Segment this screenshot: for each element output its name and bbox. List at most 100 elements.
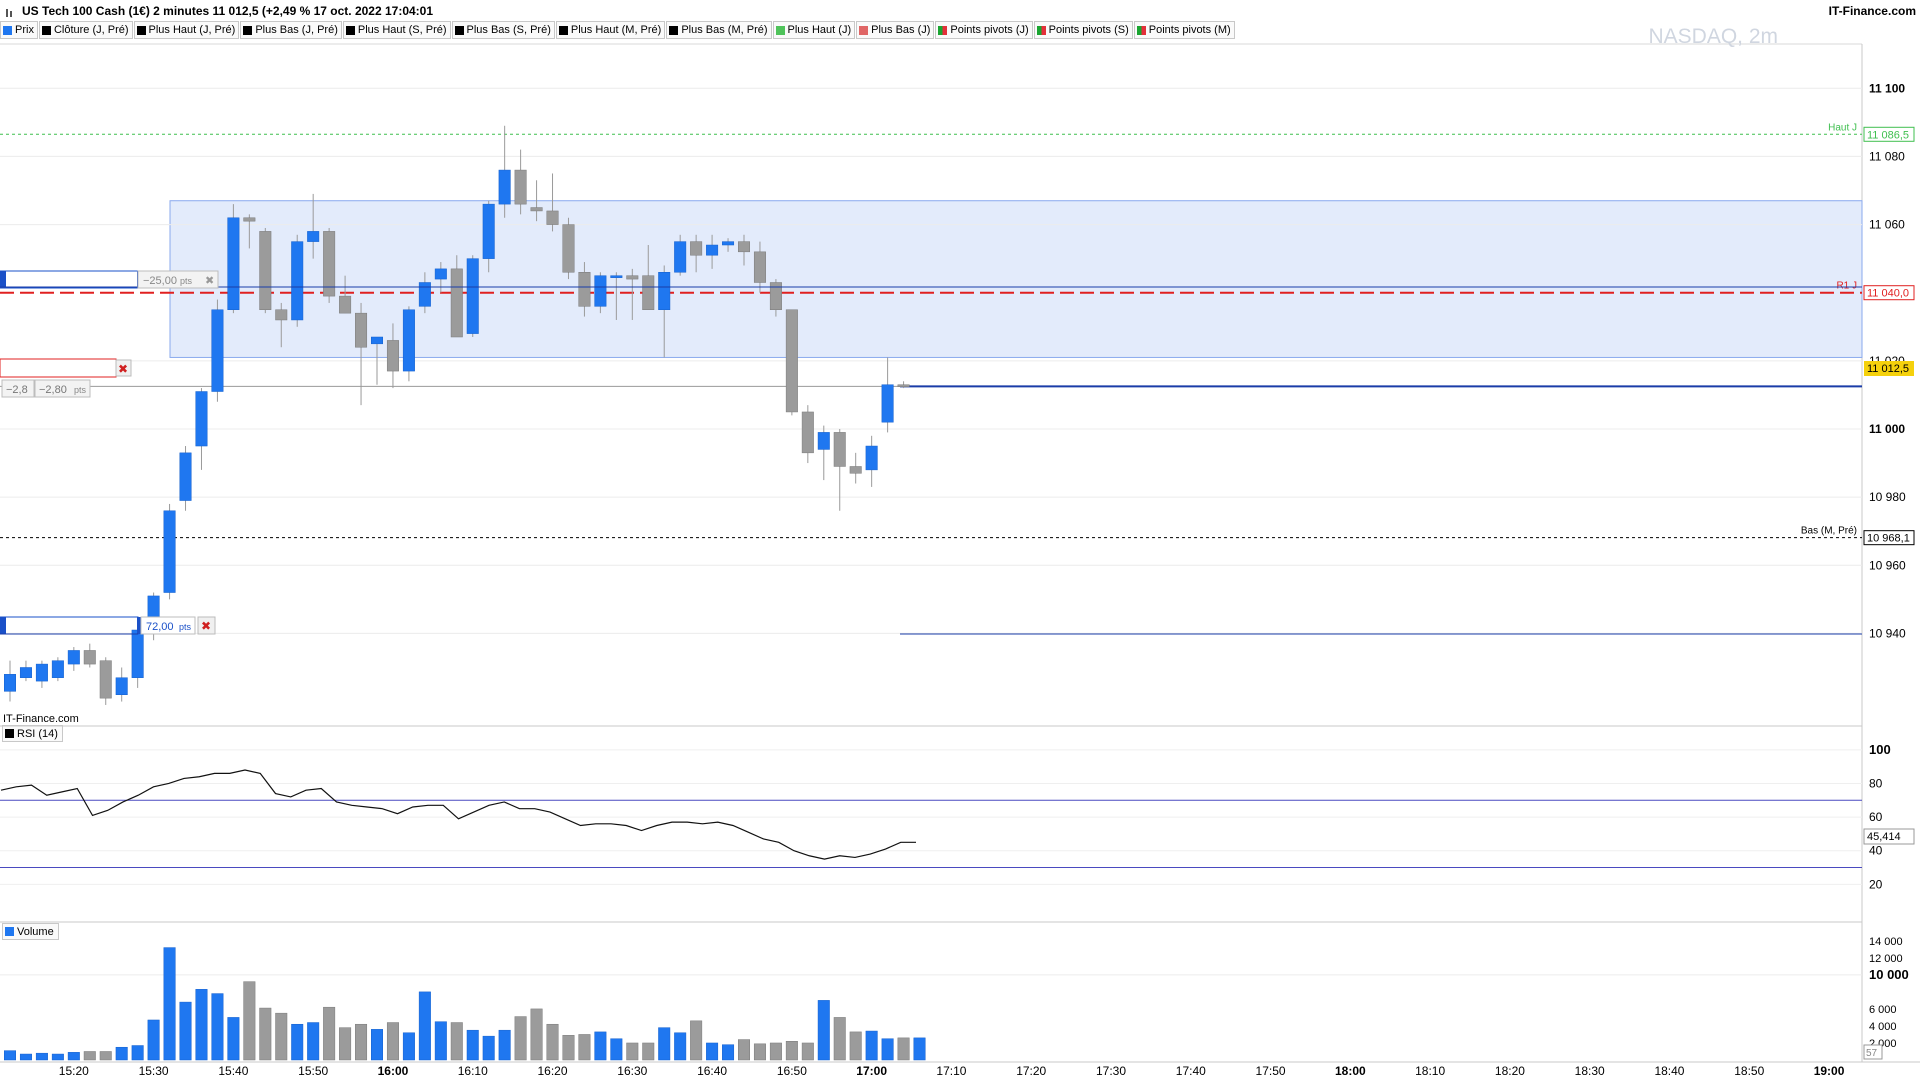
volume-bar[interactable] — [738, 1039, 750, 1061]
volume-bar[interactable] — [913, 1037, 926, 1061]
volume-bar[interactable] — [466, 1029, 479, 1061]
candle[interactable] — [626, 268, 639, 320]
volume-bar[interactable] — [706, 1042, 719, 1061]
volume-bar[interactable] — [434, 1021, 447, 1061]
volume-bar[interactable] — [482, 1035, 495, 1061]
volume-bar[interactable] — [530, 1008, 543, 1061]
volume-bar[interactable] — [307, 1022, 320, 1061]
volume-bar[interactable] — [833, 1017, 846, 1061]
measure-tool-upper[interactable]: −25,00 pts ✖ — [0, 270, 900, 289]
volume-bar[interactable] — [418, 991, 431, 1061]
volume-bar[interactable] — [578, 1034, 591, 1061]
candle[interactable] — [179, 446, 192, 511]
legend-item[interactable]: Plus Bas (M, Pré) — [666, 21, 772, 39]
candle[interactable] — [386, 323, 399, 389]
volume-bar[interactable] — [849, 1031, 862, 1061]
candle[interactable] — [753, 241, 766, 293]
volume-bar[interactable] — [115, 1046, 128, 1061]
candle[interactable] — [227, 204, 240, 314]
candle[interactable] — [817, 425, 830, 481]
volume-bar[interactable] — [642, 1042, 655, 1061]
volume-bar[interactable] — [626, 1042, 639, 1061]
rsi-legend[interactable]: RSI (14) — [2, 725, 63, 742]
legend-item[interactable]: Plus Haut (S, Pré) — [342, 21, 451, 39]
candle[interactable] — [67, 647, 80, 671]
candle[interactable] — [99, 657, 112, 705]
volume-bar[interactable] — [562, 1035, 575, 1061]
volume-bar[interactable] — [179, 1001, 192, 1061]
volume-bar[interactable] — [147, 1019, 160, 1061]
volume-bar[interactable] — [498, 1029, 511, 1061]
candle[interactable] — [610, 272, 623, 320]
candle[interactable] — [642, 245, 655, 310]
candle[interactable] — [833, 428, 846, 511]
volume-bar[interactable] — [546, 1023, 559, 1061]
candle[interactable] — [51, 657, 64, 682]
volume-bar[interactable] — [865, 1030, 878, 1061]
brand-label[interactable]: IT-Finance.com — [1828, 4, 1916, 18]
legend-item[interactable]: Plus Haut (J) — [772, 21, 856, 39]
candle[interactable] — [690, 234, 703, 273]
legend-item[interactable]: Clôture (J, Pré) — [38, 21, 133, 39]
candle[interactable] — [418, 272, 431, 314]
volume-bar[interactable] — [51, 1053, 64, 1061]
measure-left-close-icon[interactable]: ✖ — [118, 362, 128, 376]
legend-item[interactable]: Prix — [0, 21, 38, 39]
volume-bar[interactable] — [450, 1022, 463, 1061]
volume-bar[interactable] — [323, 1006, 336, 1061]
volume-bar[interactable] — [801, 1042, 814, 1061]
volume-bar[interactable] — [674, 1032, 687, 1061]
legend-item[interactable]: Plus Haut (J, Pré) — [133, 21, 240, 39]
candle[interactable] — [674, 234, 687, 276]
measure-lower-close-icon[interactable]: ✖ — [201, 619, 211, 633]
volume-bar[interactable] — [355, 1023, 368, 1061]
legend-item[interactable]: Points pivots (S) — [1033, 21, 1133, 39]
volume-bar[interactable] — [897, 1037, 910, 1061]
candle[interactable] — [163, 503, 176, 600]
candle[interactable] — [466, 255, 479, 338]
volume-bar[interactable] — [99, 1051, 112, 1061]
candle[interactable] — [402, 306, 415, 382]
volume-bar[interactable] — [386, 1022, 399, 1061]
volume-bar[interactable] — [243, 981, 256, 1061]
candle[interactable] — [769, 279, 782, 317]
measure-upper-close-icon[interactable]: ✖ — [205, 275, 214, 287]
candle[interactable] — [19, 660, 32, 682]
legend-item[interactable]: Points pivots (M) — [1133, 21, 1235, 39]
volume-bar[interactable] — [227, 1017, 240, 1061]
candle[interactable] — [706, 234, 719, 269]
volume-bar[interactable] — [131, 1045, 144, 1061]
candle[interactable] — [482, 200, 495, 273]
volume-bar[interactable] — [195, 989, 208, 1061]
candle[interactable] — [4, 660, 16, 702]
measure-tool-lower[interactable]: 72,00 pts ✖ — [0, 616, 1862, 635]
volume-bar[interactable] — [690, 1020, 703, 1061]
legend-item[interactable]: Plus Haut (M, Pré) — [555, 21, 666, 39]
candle[interactable] — [562, 217, 575, 280]
candle[interactable] — [131, 626, 144, 688]
volume-bar[interactable] — [722, 1044, 735, 1061]
volume-bar[interactable] — [658, 1027, 671, 1061]
volume-bar[interactable] — [769, 1042, 782, 1061]
volume-legend[interactable]: Volume — [2, 923, 59, 940]
volume-bar[interactable] — [339, 1027, 352, 1061]
candle[interactable] — [195, 388, 208, 470]
candle[interactable] — [801, 405, 814, 464]
candle[interactable] — [785, 309, 798, 416]
volume-bar[interactable] — [817, 1000, 830, 1061]
candle[interactable] — [291, 234, 304, 327]
candle[interactable] — [323, 227, 336, 303]
candle[interactable] — [307, 193, 320, 259]
volume-bar[interactable] — [594, 1031, 607, 1061]
candle[interactable] — [259, 227, 272, 314]
volume-bar[interactable] — [19, 1053, 32, 1061]
volume-bar[interactable] — [291, 1023, 304, 1061]
candle[interactable] — [35, 660, 48, 688]
candle[interactable] — [849, 452, 862, 484]
measure-tool-left[interactable]: ✖ −2,8 −2,80 pts — [0, 358, 132, 398]
volume-bar[interactable] — [35, 1052, 48, 1061]
volume-bar[interactable] — [881, 1038, 894, 1061]
candle[interactable] — [546, 173, 559, 232]
candle[interactable] — [498, 125, 511, 218]
